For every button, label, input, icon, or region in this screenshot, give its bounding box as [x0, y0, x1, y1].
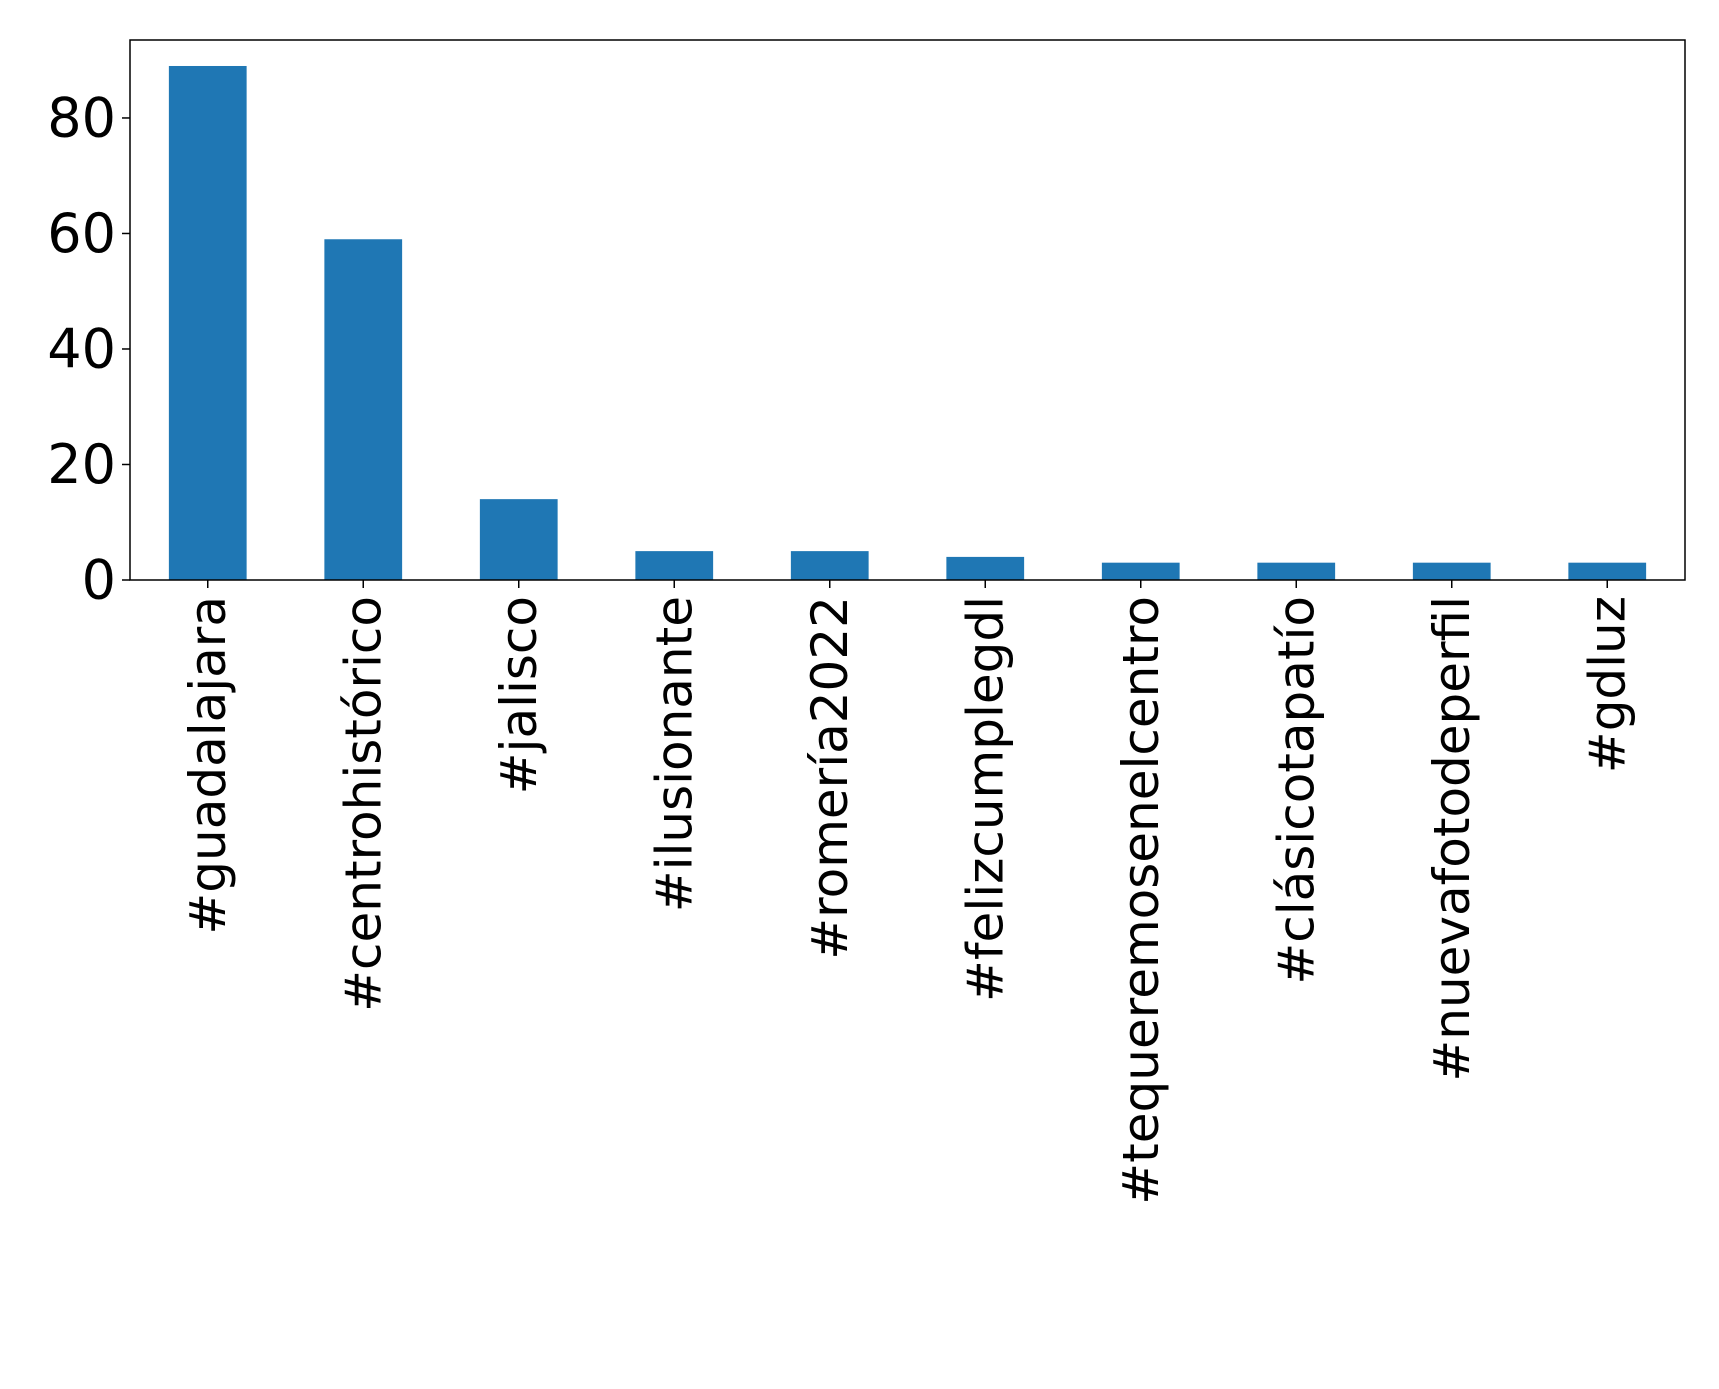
bar [946, 556, 1025, 580]
x-tick-label: #ilusionante [645, 596, 703, 912]
y-axis: 0 20 40 60 80 [47, 86, 130, 612]
bars-group [168, 65, 1647, 580]
x-tick-label: #tequeremosenelcentro [1112, 596, 1170, 1205]
plot-frame [129, 39, 1686, 581]
x-tick-label: #jalisco [490, 596, 548, 794]
bar [1568, 562, 1647, 580]
x-tick-label: #romería2022 [801, 596, 859, 960]
x-axis: #guadalajara #centrohistórico #jalisco #ilu… [179, 580, 1636, 1205]
bar [635, 551, 714, 580]
y-tick-label: 60 [47, 202, 116, 265]
y-tick-label: 40 [47, 317, 116, 380]
x-tick-label: #gdluz [1578, 596, 1636, 773]
y-tick-label: 20 [47, 433, 116, 496]
bar [790, 551, 869, 580]
bar [1412, 562, 1491, 580]
bar [479, 499, 558, 580]
x-tick-label: #clásicotapatío [1267, 596, 1325, 985]
bar [324, 239, 403, 580]
bar [1101, 562, 1180, 580]
x-tick-label: #nuevafotodeperfil [1423, 596, 1481, 1082]
y-tick-label: 80 [47, 86, 116, 149]
x-tick-label: #felizcumplegdl [956, 596, 1014, 1002]
y-tick-label: 0 [82, 549, 116, 612]
x-tick-label: #centrohistórico [334, 596, 392, 1012]
x-tick-label: #guadalajara [179, 596, 237, 935]
bar [168, 65, 247, 580]
bar [1257, 562, 1336, 580]
